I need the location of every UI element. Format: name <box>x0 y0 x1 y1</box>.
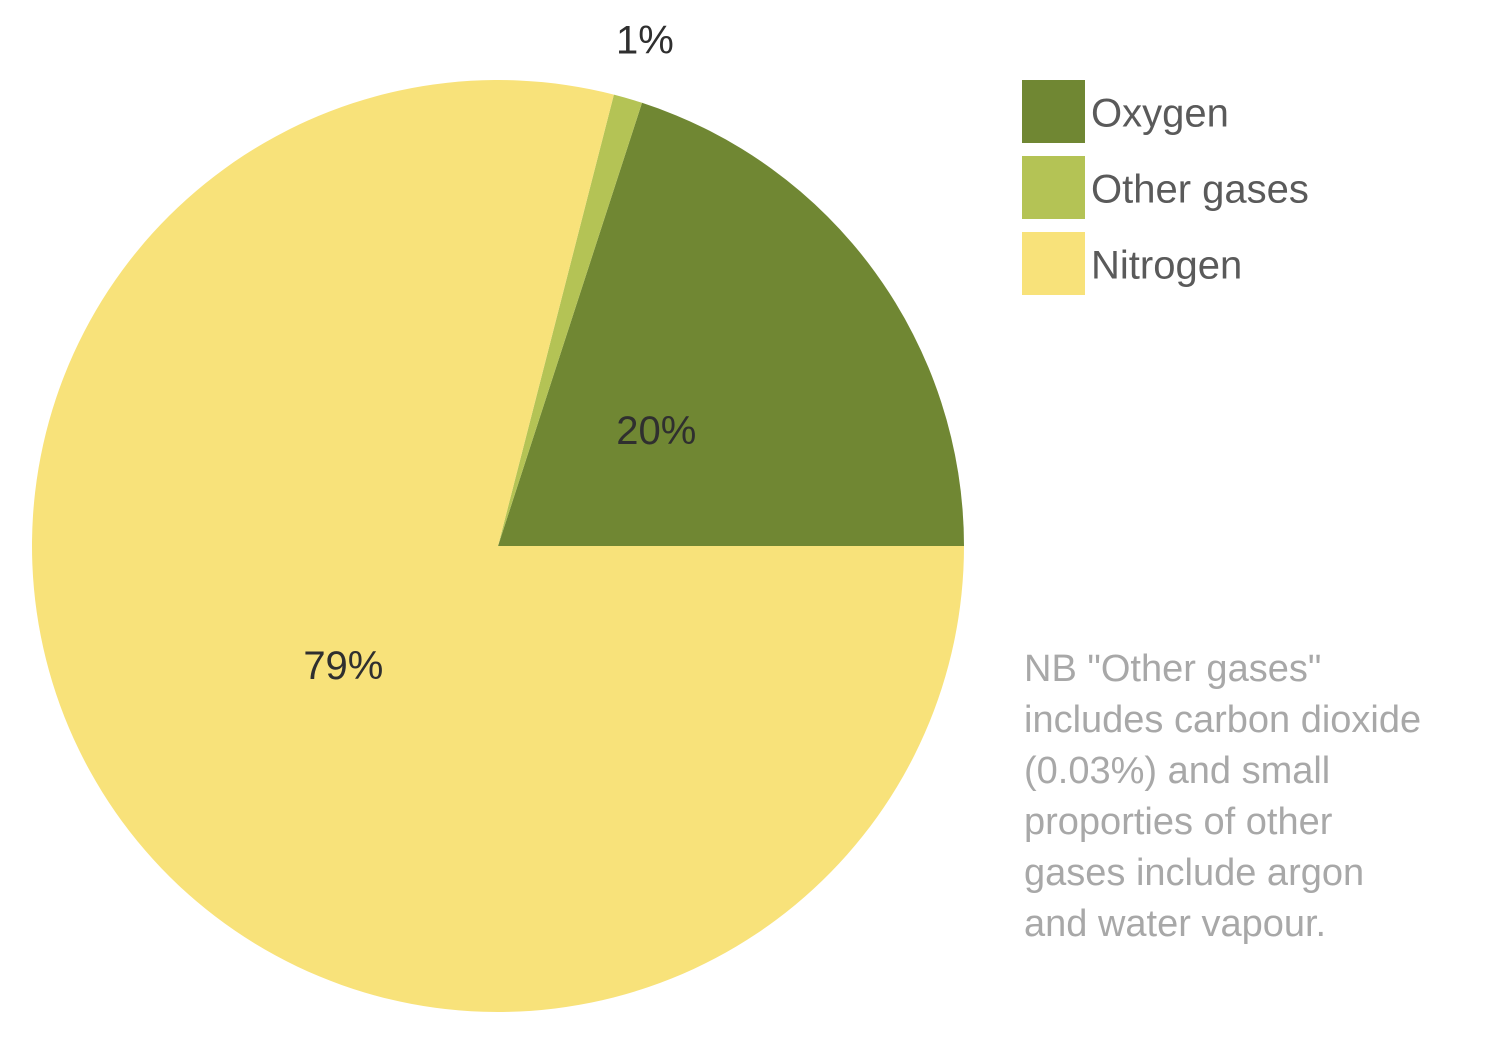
legend-swatch-oxygen <box>1022 80 1085 143</box>
legend-label-other-gases: Other gases <box>1091 168 1309 212</box>
slice-label-oxygen: 20% <box>616 409 696 453</box>
footnote-line: (0.03%) and small <box>1024 750 1331 792</box>
footnote: NB "Other gases" includes carbon dioxide… <box>1024 644 1484 950</box>
legend-swatch-nitrogen <box>1022 232 1085 295</box>
legend-label-nitrogen: Nitrogen <box>1091 244 1242 288</box>
legend-label-oxygen: Oxygen <box>1091 92 1229 136</box>
pie-slice-nitrogen <box>32 80 965 1012</box>
footnote-line: proporties of other <box>1024 801 1333 843</box>
footnote-line: gases include argon <box>1024 852 1365 894</box>
pie-slice-oxygen <box>498 102 964 546</box>
slice-label-other-gases: 1% <box>616 18 674 62</box>
pie-slice-other-gases <box>498 94 643 546</box>
footnote-line: includes carbon dioxide <box>1024 699 1422 741</box>
footnote-line: NB "Other gases" <box>1024 648 1322 690</box>
pie-slices <box>32 80 965 1012</box>
legend: Oxygen Other gases Nitrogen <box>1022 80 1309 295</box>
slice-label-nitrogen: 79% <box>303 644 383 688</box>
legend-swatch-other-gases <box>1022 156 1085 219</box>
pie-slice-labels: 20% 1% 79% <box>303 18 696 688</box>
footnote-line: and water vapour. <box>1024 903 1327 945</box>
